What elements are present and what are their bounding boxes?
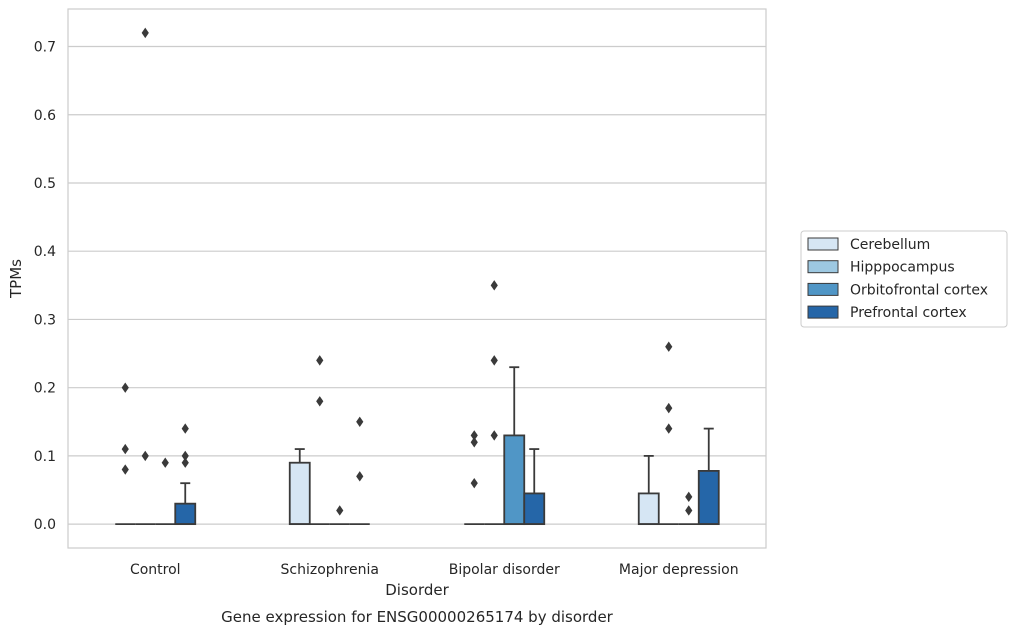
outlier-point — [470, 430, 478, 441]
box-hipppocampus — [658, 341, 679, 526]
outlier-point — [316, 355, 324, 366]
box-body — [288, 461, 311, 526]
outlier-point — [685, 491, 693, 503]
legend-frame — [800, 230, 1008, 328]
outlier-point — [121, 443, 129, 455]
legend-label: Cerebellum — [850, 237, 930, 253]
y-tick-label: 0.5 — [34, 176, 56, 192]
outlier-point — [665, 402, 673, 414]
outlier-point — [470, 437, 478, 448]
y-tick-label: 0.6 — [34, 108, 56, 124]
box-cerebellum — [115, 382, 136, 526]
outlier-point — [181, 423, 189, 434]
y-tick-label: 0.2 — [34, 381, 56, 397]
outlier-point — [356, 471, 364, 482]
legend-swatch — [807, 260, 839, 274]
outlier-point — [490, 355, 498, 366]
outlier-point — [121, 382, 129, 393]
y-axis-ticks: 0.0 0.1 0.2 0.3 0.4 0.5 0.6 0.7 — [34, 40, 56, 534]
grid-lines — [68, 45, 766, 525]
outlier-point — [141, 27, 149, 39]
legend-swatch — [807, 237, 839, 251]
box-hipppocampus — [484, 280, 505, 526]
outlier-point — [665, 423, 673, 434]
outlier-point — [141, 450, 149, 462]
legend-label: Hipppocampus — [850, 260, 955, 276]
box-body — [503, 434, 526, 526]
y-tick-label: 0.7 — [34, 40, 56, 56]
outlier-point — [121, 464, 129, 475]
outlier-point — [490, 430, 498, 441]
box-body — [697, 470, 720, 526]
legend: Cerebellum Hipppocampus Orbitofrontal cort… — [800, 230, 1008, 328]
y-axis-label: TPMs — [7, 259, 25, 299]
x-axis-label: Disorder — [385, 581, 449, 599]
y-tick-label: 0.3 — [34, 312, 56, 328]
box-hipppocampus — [135, 27, 156, 526]
box-hipppocampus — [309, 355, 330, 526]
legend-label: Orbitofrontal cortex — [850, 282, 988, 298]
box-cerebellum — [464, 430, 485, 526]
x-tick-label: Major depression — [619, 562, 739, 578]
box-body — [174, 502, 197, 526]
outlier-point — [161, 457, 169, 468]
box-orbitofrontal-cortex — [503, 366, 526, 526]
box-prefrontal-cortex — [697, 427, 720, 526]
outlier-point — [316, 396, 324, 407]
plot-area-frame — [67, 8, 767, 549]
box-cerebellum — [288, 448, 311, 526]
x-tick-label: Bipolar disorder — [449, 562, 560, 578]
outlier-point — [356, 416, 364, 427]
y-tick-label: 0.4 — [34, 244, 56, 260]
box-plots — [115, 27, 720, 526]
x-tick-label: Schizophrenia — [281, 562, 379, 578]
x-tick-label: Control — [130, 562, 181, 578]
legend-swatch — [807, 282, 839, 296]
legend-swatch — [807, 305, 839, 319]
box-body — [637, 492, 660, 526]
outlier-point — [665, 341, 673, 352]
outlier-point — [490, 280, 498, 291]
outlier-point — [336, 505, 344, 516]
box-prefrontal-cortex — [174, 423, 197, 526]
box-prefrontal-cortex — [523, 448, 546, 526]
outlier-point — [181, 450, 189, 462]
box-orbitofrontal-cortex — [329, 505, 350, 526]
box-body — [523, 492, 546, 526]
box-cerebellum — [637, 454, 660, 526]
figure-caption: Gene expression for ENSG00000265174 by d… — [221, 608, 614, 626]
legend-label: Prefrontal cortex — [850, 305, 967, 321]
x-axis-ticks: Control Schizophrenia Bipolar disorder Majo… — [130, 562, 739, 578]
outlier-point — [470, 477, 478, 489]
box-orbitofrontal-cortex — [678, 491, 699, 526]
box-orbitofrontal-cortex — [155, 457, 176, 526]
y-tick-label: 0.0 — [34, 517, 56, 533]
y-tick-label: 0.1 — [34, 449, 56, 465]
outlier-point — [181, 457, 189, 468]
box-prefrontal-cortex — [349, 416, 370, 526]
outlier-point — [685, 505, 693, 516]
